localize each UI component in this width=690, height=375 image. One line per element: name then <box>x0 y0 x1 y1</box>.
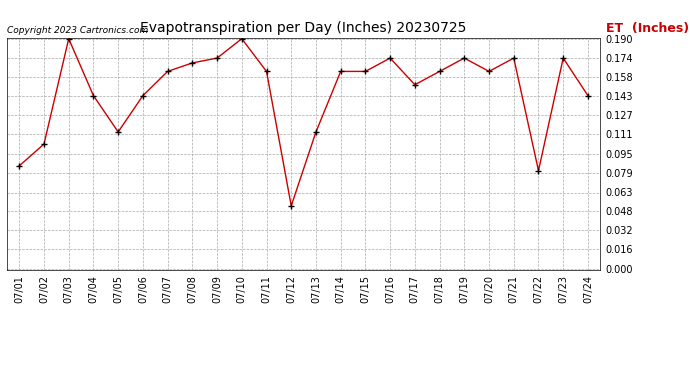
Text: ET  (Inches): ET (Inches) <box>607 22 689 35</box>
Text: Copyright 2023 Cartronics.com: Copyright 2023 Cartronics.com <box>7 26 148 35</box>
Title: Evapotranspiration per Day (Inches) 20230725: Evapotranspiration per Day (Inches) 2023… <box>140 21 467 35</box>
